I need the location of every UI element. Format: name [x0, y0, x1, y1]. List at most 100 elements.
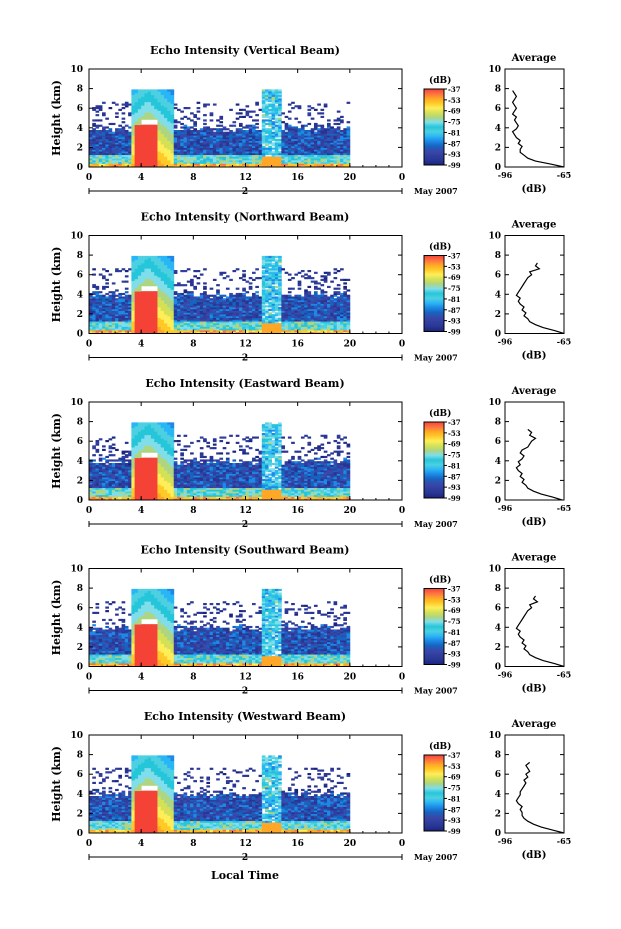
colorbar-tick-label: -53: [448, 595, 461, 604]
average-profile-line: [515, 761, 565, 834]
y-tick-label: 8: [77, 751, 83, 761]
average-y-tick-label: 6: [495, 104, 501, 114]
date-day-label: 2: [242, 187, 248, 197]
colorbar-tick-label: -87: [448, 805, 461, 814]
panel-1: Echo Intensity (Vertical Beam) Height (km…: [50, 44, 571, 197]
colorbar-tick-label: -99: [448, 494, 461, 503]
colorbar: [423, 88, 445, 166]
date-month-label: May 2007: [414, 852, 458, 862]
colorbar-tick-label: -87: [448, 472, 461, 481]
date-month-label: May 2007: [414, 353, 458, 363]
x-tick-label: 16: [291, 839, 304, 849]
y-tick-label: 4: [77, 790, 83, 800]
average-y-tick-label: 8: [495, 751, 501, 761]
x-tick-label: 0: [399, 673, 405, 683]
heatmap: [89, 255, 351, 334]
average-y-tick-label: 4: [495, 124, 501, 134]
average-y-tick-label: 8: [495, 85, 501, 95]
x-tick-label: 8: [190, 340, 196, 350]
date-month-label: May 2007: [414, 519, 458, 529]
average-x-tick-label: -96: [498, 337, 513, 347]
x-tick-label: 16: [291, 506, 304, 516]
colorbar-tick-label: -99: [448, 328, 461, 337]
colorbar-tick-label: -93: [448, 150, 461, 159]
colorbar-tick-label: -81: [448, 461, 461, 470]
x-tick-label: 16: [291, 673, 304, 683]
average-y-tick-label: 2: [495, 143, 501, 153]
average-title: Average: [511, 553, 557, 564]
y-tick-label: 4: [77, 623, 83, 633]
colorbar-tick-label: -81: [448, 295, 461, 304]
average-y-tick-label: 10: [488, 731, 501, 741]
average-frame: [504, 734, 565, 834]
x-tick-label: 20: [344, 506, 357, 516]
x-tick-label: 4: [138, 673, 144, 683]
x-tick-label: 8: [190, 673, 196, 683]
colorbar-tick-label: -75: [448, 118, 461, 127]
y-tick-label: 8: [77, 584, 83, 594]
panel-title: Echo Intensity (Vertical Beam): [150, 44, 340, 57]
average-profile-line: [511, 90, 565, 168]
average-y-tick-label: 10: [488, 398, 501, 408]
y-tick-label: 10: [70, 65, 83, 75]
average-profile-line: [515, 595, 565, 668]
y-axis-label: Height (km): [50, 746, 63, 822]
colorbar-tick-label: -69: [448, 273, 461, 282]
panel-title: Echo Intensity (Westward Beam): [144, 710, 346, 723]
colorbar-tick-label: -93: [448, 483, 461, 492]
colorbar: [423, 754, 445, 832]
average-frame: [504, 68, 565, 168]
average-title: Average: [511, 719, 557, 730]
y-tick-label: 6: [77, 271, 83, 281]
average-y-tick-label: 0: [495, 163, 501, 173]
average-y-tick-label: 2: [495, 310, 501, 320]
colorbar-tick-label: -75: [448, 784, 461, 793]
average-y-tick-label: 0: [495, 829, 501, 839]
x-tick-label: 20: [344, 173, 357, 183]
x-tick-label: 20: [344, 839, 357, 849]
colorbar-tick-label: -99: [448, 827, 461, 836]
colorbar-tick-label: -37: [448, 252, 461, 261]
average-y-tick-label: 6: [495, 271, 501, 281]
colorbar-tick-label: -37: [448, 751, 461, 760]
average-x-tick-label: -96: [498, 670, 513, 680]
y-tick-label: 0: [77, 829, 83, 839]
panel-2: Echo Intensity (Northward Beam) Height (k…: [50, 211, 571, 364]
average-y-tick-label: 2: [495, 643, 501, 653]
average-x-tick-label: -65: [557, 836, 571, 846]
x-tick-label: 16: [291, 173, 304, 183]
average-y-tick-label: 10: [488, 232, 501, 242]
heatmap: [89, 422, 351, 501]
average-y-tick-label: 4: [495, 623, 501, 633]
y-tick-label: 6: [77, 437, 83, 447]
colorbar-tick-label: -75: [448, 617, 461, 626]
date-day-label: 2: [242, 687, 248, 697]
panel-3: Echo Intensity (Eastward Beam) Height (km…: [50, 377, 571, 530]
y-axis-label: Height (km): [50, 580, 63, 656]
colorbar-tick-label: -75: [448, 451, 461, 460]
colorbar-tick-label: -69: [448, 440, 461, 449]
x-tick-label: 12: [239, 340, 252, 350]
y-tick-label: 6: [77, 604, 83, 614]
x-tick-label: 0: [86, 173, 92, 183]
average-x-tick-label: -96: [498, 836, 513, 846]
colorbar-tick-label: -37: [448, 418, 461, 427]
average-title: Average: [511, 220, 557, 231]
x-tick-label: 20: [344, 340, 357, 350]
x-tick-label: 4: [138, 839, 144, 849]
average-frame: [504, 568, 565, 667]
average-y-tick-label: 6: [495, 437, 501, 447]
colorbar-tick-label: -93: [448, 816, 461, 825]
average-frame: [504, 401, 565, 501]
colorbar-unit: (dB): [429, 242, 451, 253]
average-unit: (dB): [522, 517, 547, 528]
heatmap: [89, 755, 351, 834]
average-y-tick-label: 6: [495, 604, 501, 614]
heatmap: [89, 89, 351, 168]
colorbar-unit: (dB): [429, 741, 451, 752]
average-y-tick-label: 8: [495, 418, 501, 428]
date-day-label: 2: [242, 354, 248, 364]
colorbar-tick-label: -37: [448, 585, 461, 594]
x-tick-label: 0: [399, 340, 405, 350]
